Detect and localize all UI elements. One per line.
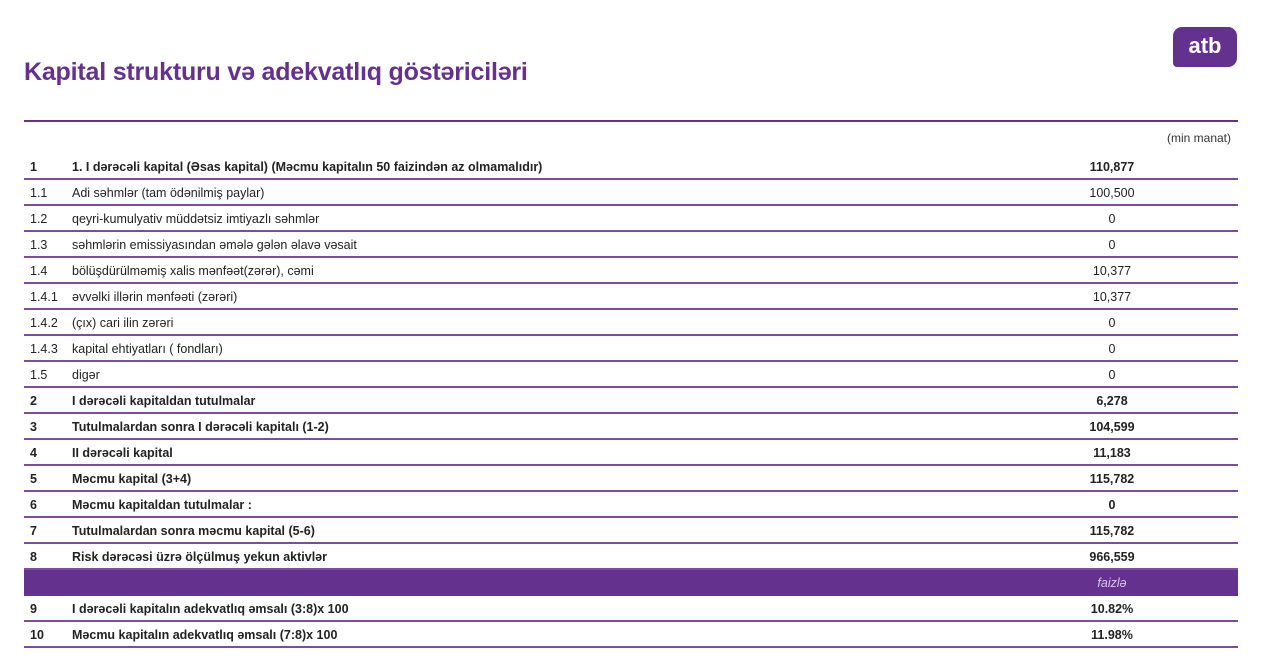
divider (24, 120, 1238, 122)
row-label: II dərəcəli kapital (72, 446, 173, 460)
table-row: 3 Tutulmalardan sonra I dərəcəli kapitalı… (24, 414, 1238, 440)
row-value: 115,782 (1089, 524, 1135, 538)
table-row: 9 I dərəcəli kapitalın adekvatlıq əmsalı … (24, 596, 1238, 622)
row-number: 2 (30, 394, 37, 408)
row-value: faizlə (1097, 576, 1127, 590)
row-number: 5 (30, 472, 37, 486)
row-value: 10,377 (1092, 290, 1132, 304)
row-label: I dərəcəli kapitalın adekvatlıq əmsalı (… (72, 602, 349, 616)
row-number: 1.2 (30, 212, 48, 226)
table-row: 5 Məcmu kapital (3+4) 115,782 (24, 466, 1238, 492)
row-number: 1.4 (30, 264, 48, 278)
table-row: 1 1. I dərəcəli kapital (Əsas kapital) (M… (24, 154, 1238, 180)
table-row: 1.3 səhmlərin emissiyasından əmələ gələn … (24, 232, 1238, 258)
percent-section-band: faizlə (24, 570, 1238, 596)
row-label: əvvəlki illərin mənfəəti (zərəri) (72, 290, 238, 304)
row-number: 1.4.1 (30, 290, 58, 304)
row-label: I dərəcəli kapitaldan tutulmalar (72, 394, 256, 408)
row-value: 104,599 (1089, 420, 1135, 434)
row-number: 9 (30, 602, 37, 616)
row-value: 0 (1108, 498, 1116, 512)
atb-logo: atb (1173, 27, 1237, 67)
row-value: 0 (1108, 342, 1116, 356)
row-number: 1.1 (30, 186, 48, 200)
row-label: bölüşdürülməmiş xalis mənfəət(zərər), cə… (72, 264, 314, 278)
table-row: 1.4.2 (çıx) cari ilin zərəri 0 (24, 310, 1238, 336)
table-row: 6 Məcmu kapitaldan tutulmalar : 0 (24, 492, 1238, 518)
row-value: 10,377 (1092, 264, 1132, 278)
row-label: Risk dərəcəsi üzrə ölçülmuş yekun aktivl… (72, 550, 327, 564)
table-row: 1.2 qeyri-kumulyativ müddətsiz imtiyazlı … (24, 206, 1238, 232)
row-label: (çıx) cari ilin zərəri (72, 316, 174, 330)
row-label: Tutulmalardan sonra I dərəcəli kapitalı … (72, 420, 329, 434)
row-number: 1.4.3 (30, 342, 58, 356)
table-row: 1.5 digər 0 (24, 362, 1238, 388)
table-row: 7 Tutulmalardan sonra məcmu kapital (5-6)… (24, 518, 1238, 544)
row-number: 1.3 (30, 238, 48, 252)
row-value: 0 (1108, 368, 1116, 382)
row-number: 1 (30, 160, 37, 174)
table-row: 1.4.1 əvvəlki illərin mənfəəti (zərəri) 10… (24, 284, 1238, 310)
row-label: qeyri-kumulyativ müddətsiz imtiyazlı səh… (72, 212, 320, 226)
row-number: 7 (30, 524, 37, 538)
row-value: 0 (1108, 238, 1116, 252)
table-row: 1.4.3 kapital ehtiyatları ( fondları) 0 (24, 336, 1238, 362)
row-value: 100,500 (1089, 186, 1135, 200)
row-label: səhmlərin emissiyasından əmələ gələn əla… (72, 238, 357, 252)
row-label: 1. I dərəcəli kapital (Əsas kapital) (Mə… (72, 160, 543, 174)
row-label: Məcmu kapitalın adekvatlıq əmsalı (7:8)x… (72, 628, 338, 642)
table-row: 8 Risk dərəcəsi üzrə ölçülmuş yekun aktiv… (24, 544, 1238, 570)
table-row: 1.1 Adi səhmlər (tam ödənilmiş paylar) 100… (24, 180, 1238, 206)
page-title: Kapital strukturu və adekvatlıq göstəric… (24, 58, 528, 86)
row-number: 1.5 (30, 368, 48, 382)
table-row: 2 I dərəcəli kapitaldan tutulmalar 6,278 (24, 388, 1238, 414)
row-value: 0 (1108, 212, 1116, 226)
row-number: 6 (30, 498, 37, 512)
row-value: 110,877 (1089, 160, 1135, 174)
row-value: 6,278 (1096, 394, 1128, 408)
row-label: Adi səhmlər (tam ödənilmiş paylar) (72, 186, 265, 200)
row-value: 966,559 (1089, 550, 1135, 564)
table-row: 10 Məcmu kapitalın adekvatlıq əmsalı (7:8… (24, 622, 1238, 648)
row-value: 10.82% (1090, 602, 1134, 616)
table-row: 4 II dərəcəli kapital 11,183 (24, 440, 1238, 466)
unit-label: (min manat) (1166, 131, 1231, 145)
capital-table: 1 1. I dərəcəli kapital (Əsas kapital) (M… (24, 154, 1238, 648)
row-number: 1.4.2 (30, 316, 58, 330)
row-label: kapital ehtiyatları ( fondları) (72, 342, 223, 356)
row-value: 11,183 (1093, 446, 1131, 460)
row-value: 115,782 (1089, 472, 1135, 486)
row-value: 11.98% (1091, 628, 1133, 642)
row-number: 10 (30, 628, 44, 642)
row-label: digər (72, 368, 100, 382)
row-label: Tutulmalardan sonra məcmu kapital (5-6) (72, 524, 315, 538)
table-row: 1.4 bölüşdürülməmiş xalis mənfəət(zərər),… (24, 258, 1238, 284)
row-label: Məcmu kapital (3+4) (72, 472, 192, 486)
row-value: 0 (1108, 316, 1116, 330)
row-number: 8 (30, 550, 37, 564)
row-label: Məcmu kapitaldan tutulmalar : (72, 498, 252, 512)
row-number: 3 (30, 420, 37, 434)
row-number: 4 (30, 446, 37, 460)
